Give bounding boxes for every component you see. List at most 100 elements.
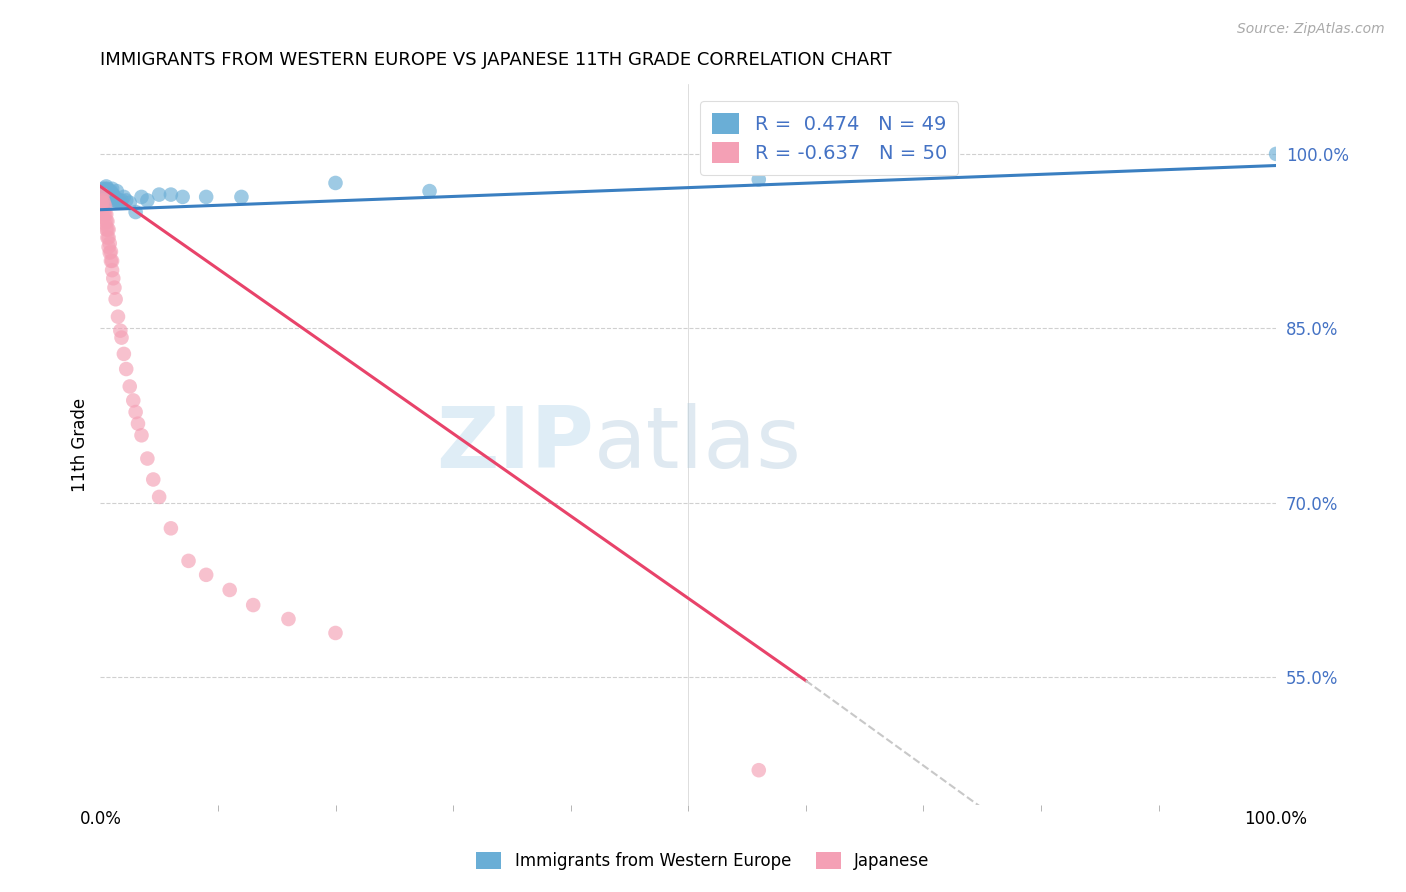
- Point: [96, 179, 118, 194]
- Point: [97, 222, 120, 236]
- Point: [98, 190, 121, 204]
- Point: [122, 393, 145, 408]
- Point: [748, 172, 770, 186]
- Point: [96, 187, 118, 202]
- Point: [96, 214, 118, 228]
- Point: [112, 190, 135, 204]
- Legend: Immigrants from Western Europe, Japanese: Immigrants from Western Europe, Japanese: [470, 845, 936, 877]
- Point: [97, 240, 120, 254]
- Point: [107, 195, 129, 210]
- Point: [100, 253, 122, 268]
- Point: [160, 187, 183, 202]
- Point: [131, 190, 153, 204]
- Point: [148, 490, 170, 504]
- Point: [96, 222, 118, 236]
- Point: [91, 194, 114, 208]
- Point: [160, 521, 183, 535]
- Point: [748, 763, 770, 777]
- Point: [136, 194, 159, 208]
- Point: [172, 190, 194, 204]
- Point: [127, 417, 149, 431]
- Point: [96, 222, 118, 236]
- Point: [115, 194, 138, 208]
- Point: [231, 190, 253, 204]
- Point: [100, 244, 122, 259]
- Point: [93, 195, 115, 210]
- Point: [98, 245, 121, 260]
- Point: [108, 194, 131, 208]
- Point: [94, 182, 117, 196]
- Point: [242, 598, 264, 612]
- Point: [112, 347, 135, 361]
- Point: [325, 626, 347, 640]
- Text: IMMIGRANTS FROM WESTERN EUROPE VS JAPANESE 11TH GRADE CORRELATION CHART: IMMIGRANTS FROM WESTERN EUROPE VS JAPANE…: [100, 51, 891, 69]
- Y-axis label: 11th Grade: 11th Grade: [72, 398, 89, 491]
- Point: [103, 190, 125, 204]
- Point: [124, 405, 146, 419]
- Point: [94, 199, 117, 213]
- Point: [148, 187, 170, 202]
- Point: [104, 292, 127, 306]
- Point: [103, 280, 125, 294]
- Point: [110, 324, 132, 338]
- Point: [104, 194, 127, 208]
- Point: [94, 194, 117, 208]
- Text: atlas: atlas: [595, 403, 803, 486]
- Text: Source: ZipAtlas.com: Source: ZipAtlas.com: [1237, 22, 1385, 37]
- Point: [419, 184, 441, 198]
- Point: [218, 582, 240, 597]
- Point: [93, 211, 115, 225]
- Point: [101, 191, 124, 205]
- Point: [96, 190, 118, 204]
- Point: [90, 195, 112, 210]
- Point: [277, 612, 299, 626]
- Point: [100, 187, 122, 202]
- Point: [103, 187, 125, 202]
- Point: [96, 207, 118, 221]
- Point: [142, 473, 165, 487]
- Point: [100, 184, 122, 198]
- Point: [90, 195, 112, 210]
- Point: [105, 184, 128, 198]
- Point: [110, 194, 132, 208]
- Point: [131, 428, 153, 442]
- Point: [93, 190, 115, 204]
- Point: [98, 184, 121, 198]
- Point: [96, 191, 118, 205]
- Point: [98, 236, 121, 251]
- Point: [136, 451, 159, 466]
- Point: [97, 230, 120, 244]
- Point: [101, 182, 124, 196]
- Point: [103, 271, 125, 285]
- Point: [96, 230, 118, 244]
- Point: [118, 195, 141, 210]
- Point: [177, 554, 200, 568]
- Point: [110, 195, 132, 210]
- Point: [1265, 147, 1288, 161]
- Point: [101, 263, 124, 277]
- Point: [90, 187, 112, 202]
- Point: [91, 187, 114, 202]
- Point: [93, 184, 115, 198]
- Point: [91, 202, 114, 216]
- Point: [94, 207, 117, 221]
- Point: [110, 330, 132, 344]
- Point: [101, 253, 124, 268]
- Point: [100, 194, 122, 208]
- Point: [93, 195, 115, 210]
- Point: [91, 187, 114, 202]
- Text: ZIP: ZIP: [436, 403, 595, 486]
- Point: [115, 362, 138, 376]
- Point: [195, 190, 218, 204]
- Point: [124, 205, 146, 219]
- Point: [96, 184, 118, 198]
- Point: [93, 205, 115, 219]
- Point: [94, 187, 117, 202]
- Point: [325, 176, 347, 190]
- Legend: R =  0.474   N = 49, R = -0.637   N = 50: R = 0.474 N = 49, R = -0.637 N = 50: [700, 101, 959, 175]
- Point: [96, 182, 118, 196]
- Point: [101, 187, 124, 202]
- Point: [118, 379, 141, 393]
- Point: [97, 184, 120, 198]
- Point: [96, 214, 118, 228]
